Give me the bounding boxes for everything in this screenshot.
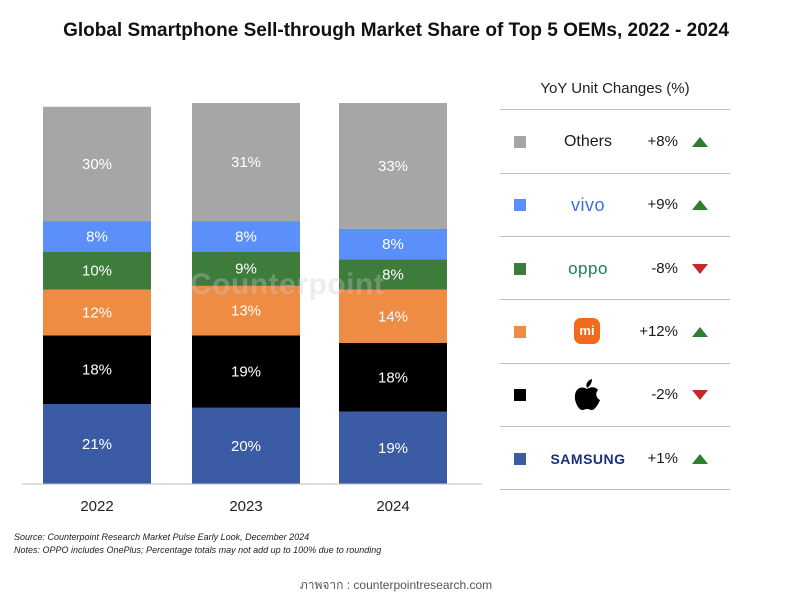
bar-segment-apple-2023 (192, 335, 300, 408)
xiaomi-logo-mark: mi (574, 318, 600, 344)
arrow-up-icon (692, 327, 708, 337)
legend-brand-text: Others (563, 133, 612, 150)
data-label-samsung-2024: 19% (378, 440, 408, 457)
data-label-vivo-2024: 8% (382, 236, 404, 253)
data-label-xiaomi-2023: 13% (231, 303, 261, 320)
legend-yoy-change: +9% (647, 196, 678, 213)
arrow-up-icon (692, 454, 708, 464)
bar-segment-xiaomi-2024 (339, 289, 447, 343)
bar-segment-vivo-2023 (192, 221, 300, 252)
arrow-down-icon (692, 264, 708, 274)
legend-yoy-change: +12% (639, 323, 678, 340)
legend-brand-oppo: oppo (568, 259, 608, 278)
bar-segment-vivo-2022 (43, 221, 151, 252)
data-label-others-2024: 33% (378, 158, 408, 175)
data-label-apple-2022: 18% (82, 362, 112, 379)
legend-row: mi +12% (500, 318, 730, 344)
bar-segment-samsung-2022 (43, 404, 151, 484)
arrow-down-icon (692, 390, 708, 400)
bar-segment-apple-2024 (339, 343, 447, 412)
legend-swatch (514, 326, 526, 338)
xiaomi-logo-icon: mi (544, 318, 632, 344)
legend-swatch (514, 453, 526, 465)
x-tick-label-2023: 2023 (229, 498, 262, 515)
data-label-others-2022: 30% (82, 156, 112, 173)
legend-yoy-change: -8% (651, 260, 678, 277)
bar-segment-xiaomi-2022 (43, 289, 151, 336)
legend-yoy-change: +8% (647, 133, 678, 150)
legend-swatch (514, 263, 526, 275)
legend-divider (500, 236, 730, 237)
data-label-oppo-2022: 10% (82, 263, 112, 280)
data-label-samsung-2022: 21% (82, 436, 112, 453)
notes: Notes: OPPO includes OnePlus; Percentage… (14, 545, 382, 555)
bar-segment-others-2022 (43, 106, 151, 222)
legend-row: vivo +9% (500, 195, 730, 215)
legend-divider (500, 363, 730, 364)
legend-divider (500, 173, 730, 174)
legend-brand-samsung: SAMSUNG (550, 451, 626, 467)
bar-segment-oppo-2022 (43, 251, 151, 290)
x-tick-label-2024: 2024 (376, 498, 409, 515)
source-note: Source: Counterpoint Research Market Pul… (14, 532, 310, 542)
x-tick-label-2022: 2022 (80, 498, 113, 515)
legend-row: oppo -8% (500, 259, 730, 279)
data-label-xiaomi-2024: 14% (378, 308, 408, 325)
data-label-apple-2024: 18% (378, 369, 408, 386)
bar-segment-samsung-2024 (339, 411, 447, 484)
legend-divider (500, 489, 730, 490)
bar-segment-others-2023 (192, 103, 300, 222)
legend-swatch (514, 136, 526, 148)
data-label-samsung-2023: 20% (231, 438, 261, 455)
legend-title: YoY Unit Changes (%) (540, 80, 690, 97)
bar-segment-apple-2022 (43, 335, 151, 404)
data-label-oppo-2023: 9% (235, 261, 257, 278)
legend-divider (500, 426, 730, 427)
legend-row: -2% (500, 379, 730, 410)
bar-segment-xiaomi-2023 (192, 285, 300, 336)
chart-title: Global Smartphone Sell-through Market Sh… (63, 20, 729, 41)
legend-swatch (514, 389, 526, 401)
image-credit: ภาพจาก : counterpointresearch.com (299, 578, 493, 592)
legend-row: SAMSUNG +1% (500, 449, 730, 469)
data-label-vivo-2022: 8% (86, 228, 108, 245)
bar-segment-others-2024 (339, 103, 447, 229)
data-label-oppo-2024: 8% (382, 267, 404, 284)
bar-segment-vivo-2024 (339, 228, 447, 260)
arrow-up-icon (692, 200, 708, 210)
bar-segment-oppo-2024 (339, 259, 447, 290)
legend-divider (500, 109, 730, 110)
legend-yoy-change: +1% (647, 450, 678, 467)
legend-divider (500, 299, 730, 300)
legend-swatch (514, 199, 526, 211)
legend-brand-vivo: vivo (570, 195, 605, 215)
bar-segment-samsung-2023 (192, 407, 300, 484)
watermark: Counterpoint (190, 268, 385, 301)
apple-logo-icon (544, 379, 632, 410)
data-label-vivo-2023: 8% (235, 228, 257, 245)
stacked-bar-chart: 21% 18% 12% 10% 8% 30% 2022 20% 19% 13% 9% 8% 31% 202… (22, 103, 482, 515)
arrow-up-icon (692, 137, 708, 147)
data-label-others-2023: 31% (231, 154, 261, 171)
yoy-legend-panel: YoY Unit Changes (%) Others +8% vivo +9% opp… (500, 0, 730, 615)
data-label-apple-2023: 19% (231, 364, 261, 381)
legend-yoy-change: -2% (651, 386, 678, 403)
bar-segment-oppo-2023 (192, 251, 300, 286)
data-label-xiaomi-2022: 12% (82, 305, 112, 322)
legend-row: Others +8% (500, 132, 730, 152)
